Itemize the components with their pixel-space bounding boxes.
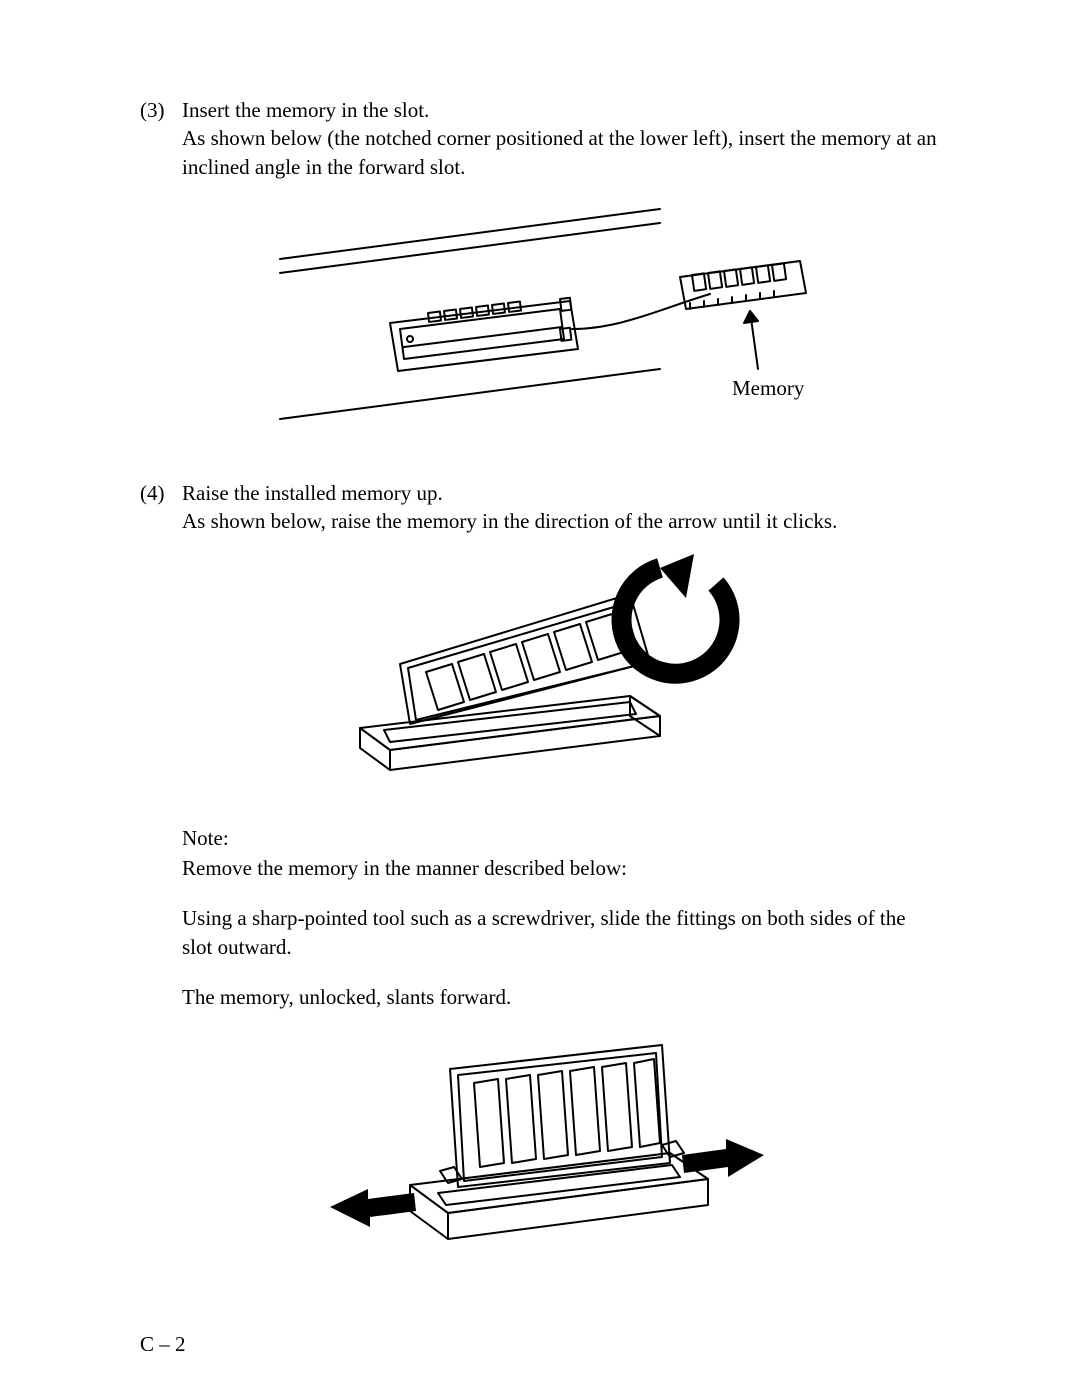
- step-4-body: Raise the installed memory up. As shown …: [182, 479, 940, 536]
- note-block: Note: Remove the memory in the manner de…: [182, 824, 940, 1012]
- note-p1: Remove the memory in the manner describe…: [182, 854, 940, 882]
- step-3-body: Insert the memory in the slot. As shown …: [182, 96, 940, 181]
- note-heading: Note:: [182, 824, 940, 852]
- figure-insert-memory: Memory: [260, 199, 820, 439]
- step-3-number: (3): [140, 96, 182, 181]
- figure-raise-memory: [330, 554, 750, 784]
- step-4-title: Raise the installed memory up.: [182, 479, 940, 507]
- step-4-desc: As shown below, raise the memory in the …: [182, 507, 940, 535]
- step-3-desc: As shown below (the notched corner posit…: [182, 124, 940, 181]
- step-4-number: (4): [140, 479, 182, 536]
- step-3-title: Insert the memory in the slot.: [182, 96, 940, 124]
- figure-remove-memory: [310, 1033, 770, 1263]
- step-3: (3) Insert the memory in the slot. As sh…: [140, 96, 940, 181]
- page-number: C – 2: [140, 1332, 186, 1357]
- note-p3: The memory, unlocked, slants forward.: [182, 983, 940, 1011]
- memory-label: Memory: [732, 376, 805, 400]
- page: (3) Insert the memory in the slot. As sh…: [0, 0, 1080, 1397]
- step-4: (4) Raise the installed memory up. As sh…: [140, 479, 940, 536]
- note-p2: Using a sharp-pointed tool such as a scr…: [182, 904, 940, 961]
